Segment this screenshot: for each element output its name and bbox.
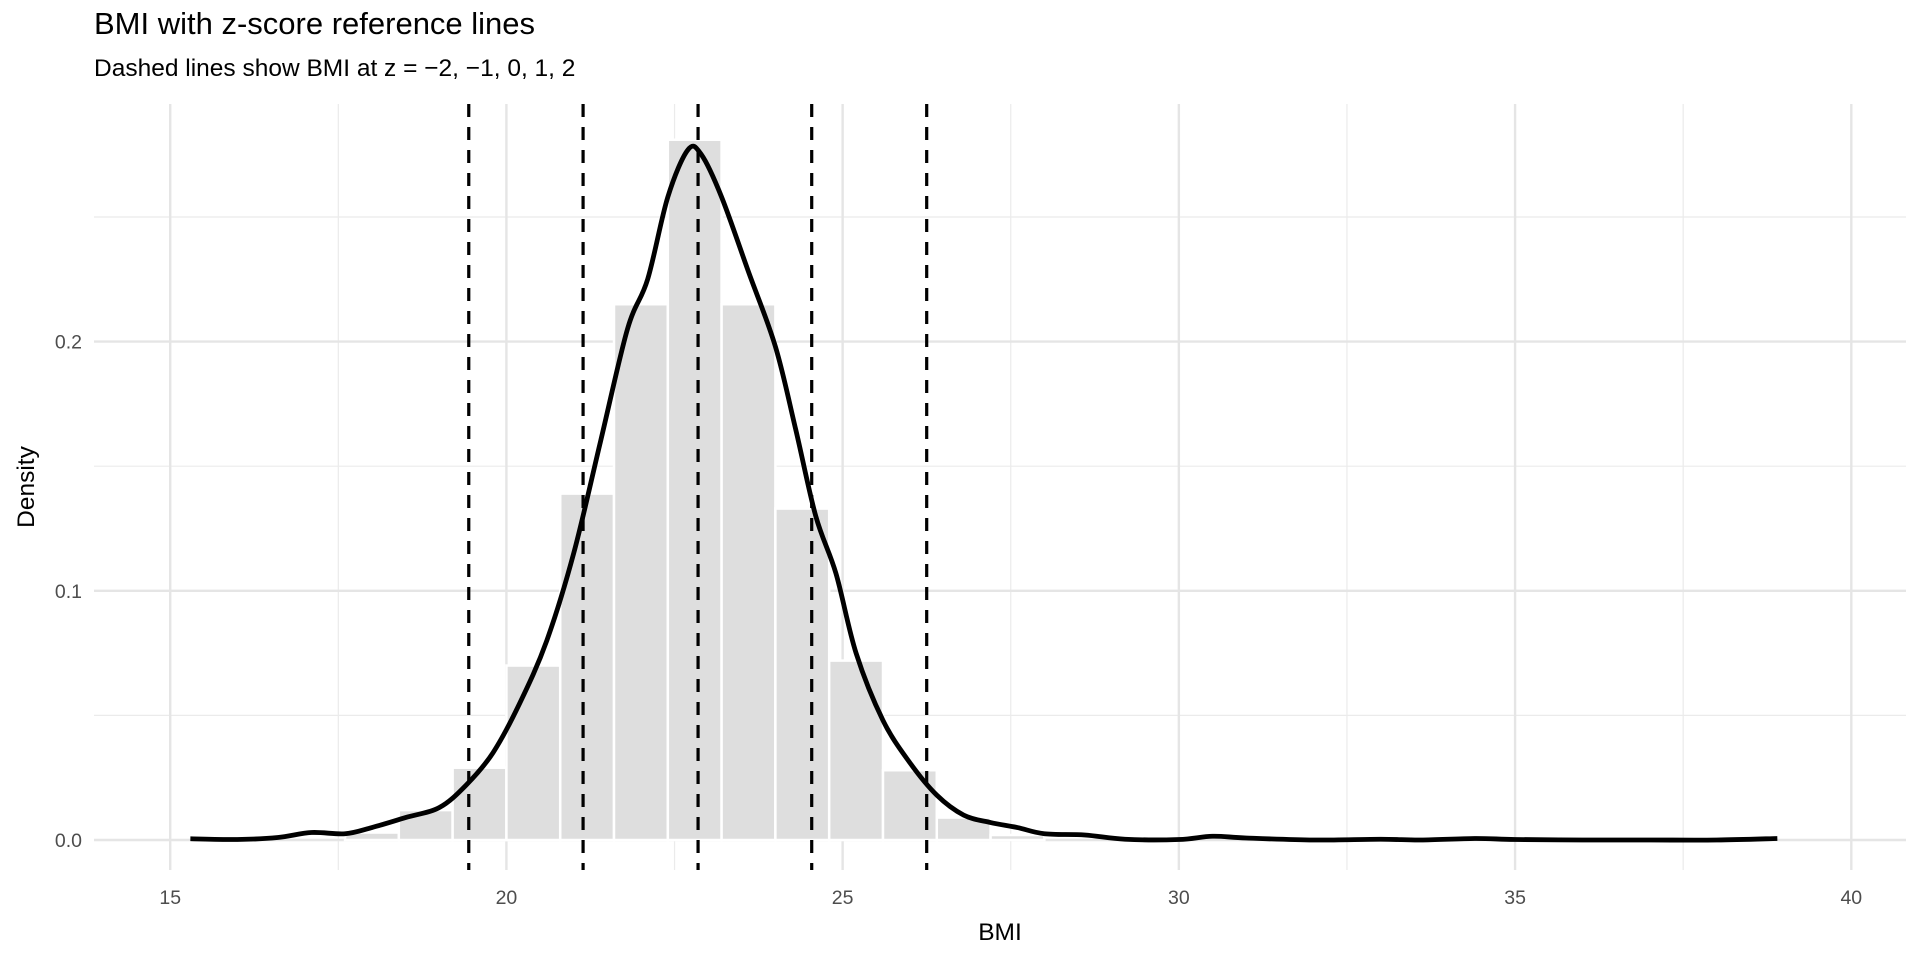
histogram-bar (774, 507, 831, 842)
y-tick-label: 0.0 (55, 830, 82, 852)
histogram-bar (505, 664, 562, 842)
x-tick-label: 15 (159, 887, 181, 909)
x-tick-label: 40 (1840, 887, 1862, 909)
x-tick-label: 25 (832, 887, 854, 909)
histogram-bar (612, 302, 670, 842)
histogram-bar (666, 138, 723, 842)
chart-subtitle: Dashed lines show BMI at z = −2, −1, 0, … (94, 55, 576, 82)
histogram-bar (558, 492, 616, 842)
x-tick-label: 35 (1504, 887, 1526, 909)
density-curve (190, 143, 1778, 843)
y-tick-label: 0.1 (55, 581, 82, 603)
histogram-bar (989, 833, 1046, 842)
chart-title: BMI with z-score reference lines (94, 6, 536, 41)
histogram-bar (720, 302, 777, 842)
y-axis-title: Density (13, 445, 40, 527)
x-tick-label: 30 (1168, 887, 1190, 909)
y-tick-label: 0.2 (55, 332, 82, 354)
histogram-bar (881, 768, 939, 842)
histogram-bar (451, 766, 508, 842)
histogram-bar (827, 659, 885, 842)
x-axis-title: BMI (978, 919, 1022, 946)
x-tick-label: 20 (496, 887, 518, 909)
